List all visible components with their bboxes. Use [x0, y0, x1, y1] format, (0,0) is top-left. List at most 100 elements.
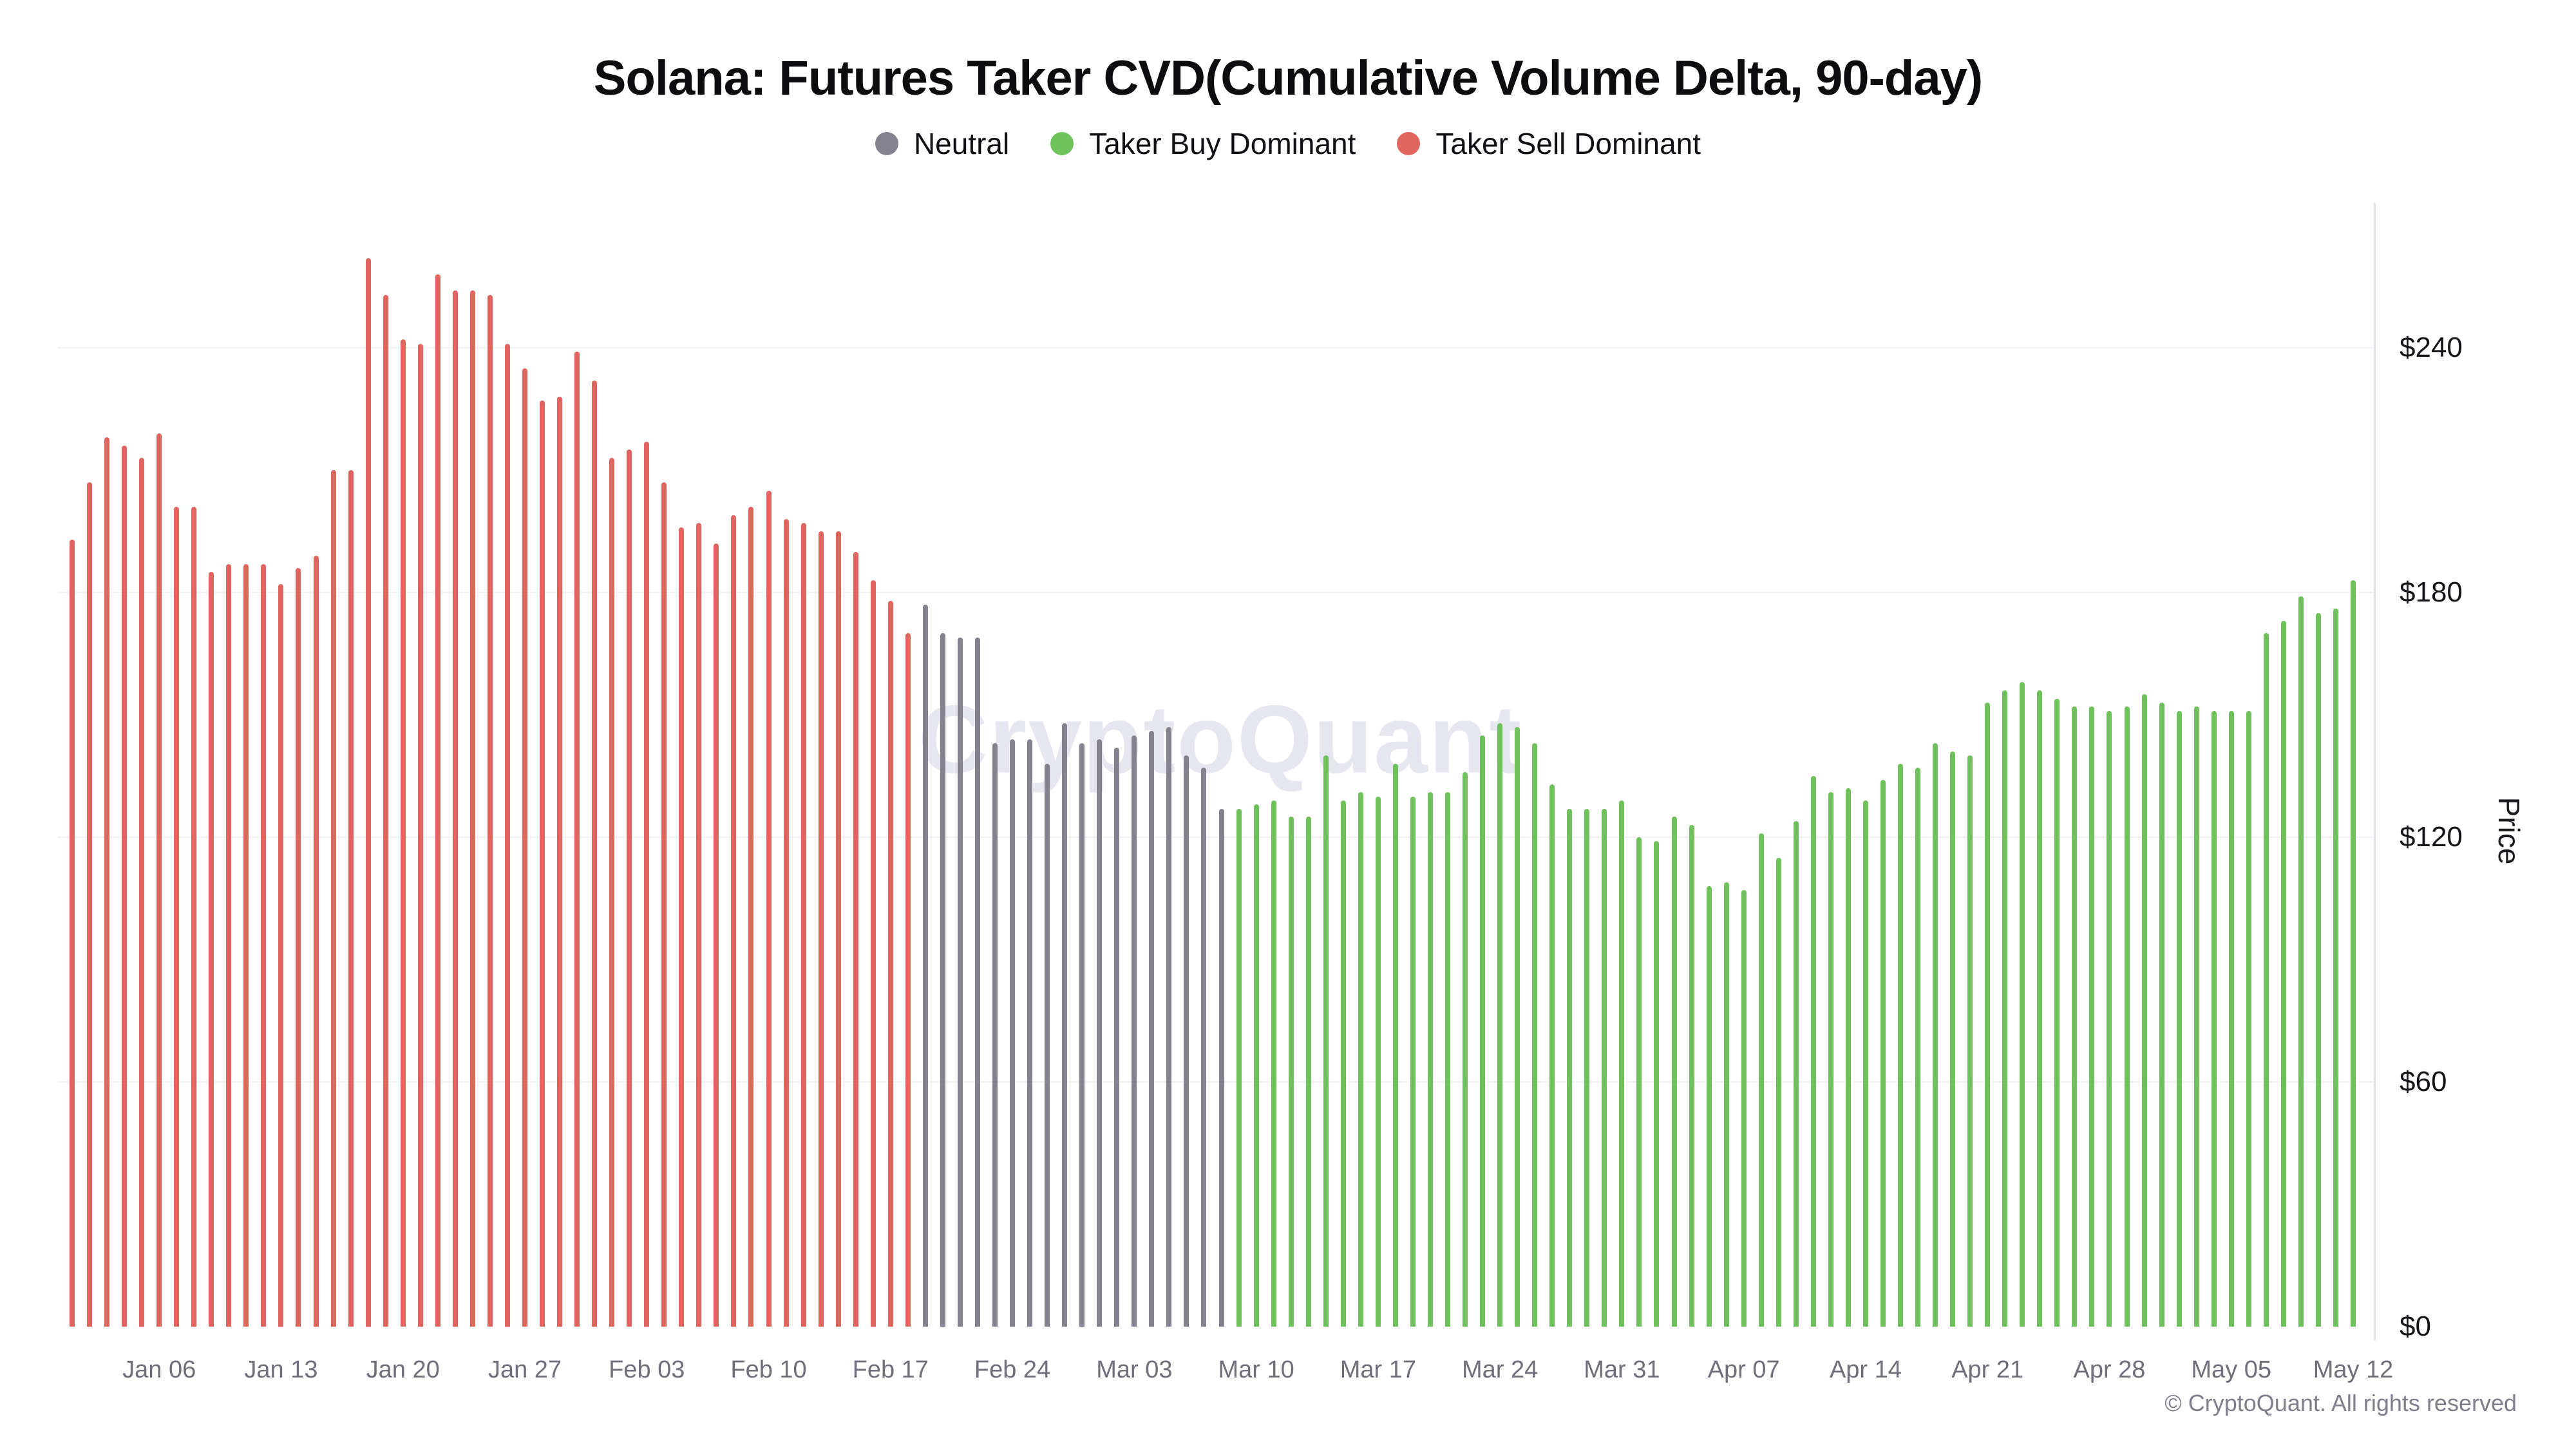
bar-jan-20[interactable] [400, 339, 406, 1327]
bar-mar-3[interactable] [1132, 735, 1137, 1327]
bar-jan-10[interactable] [226, 564, 232, 1327]
bar-feb-22[interactable] [974, 637, 980, 1327]
bar-apr-20[interactable] [1967, 755, 1973, 1327]
bar-mar-4[interactable] [1149, 731, 1155, 1327]
bar-jan-14[interactable] [296, 568, 301, 1327]
bar-mar-27[interactable] [1549, 784, 1555, 1327]
bar-apr-25[interactable] [2054, 698, 2060, 1327]
bar-apr-13[interactable] [1845, 788, 1851, 1327]
bar-mar-25[interactable] [1515, 727, 1520, 1327]
bar-may-4[interactable] [2211, 710, 2217, 1327]
bar-jan-22[interactable] [435, 274, 440, 1327]
bar-apr-2[interactable] [1654, 841, 1660, 1327]
bar-mar-28[interactable] [1567, 808, 1573, 1327]
bar-apr-7[interactable] [1741, 890, 1747, 1327]
bar-mar-8[interactable] [1218, 808, 1224, 1327]
bar-apr-24[interactable] [2037, 690, 2043, 1327]
bar-may-12[interactable] [2351, 580, 2356, 1327]
bar-jan-25[interactable] [487, 294, 493, 1327]
bar-may-9[interactable] [2298, 596, 2304, 1327]
bar-mar-26[interactable] [1532, 743, 1538, 1327]
bar-mar-22[interactable] [1463, 772, 1468, 1327]
bar-jan-13[interactable] [278, 584, 284, 1327]
bar-apr-15[interactable] [1880, 780, 1886, 1327]
bar-feb-16[interactable] [870, 580, 876, 1327]
legend-item-taker-buy[interactable]: Taker Buy Dominant [1050, 126, 1356, 161]
bar-jan-5[interactable] [139, 458, 145, 1327]
bar-apr-11[interactable] [1810, 776, 1816, 1327]
bar-feb-19[interactable] [922, 605, 928, 1327]
bar-mar-15[interactable] [1340, 800, 1346, 1327]
bar-apr-9[interactable] [1776, 857, 1781, 1327]
bar-jan-31[interactable] [592, 380, 598, 1327]
bar-apr-12[interactable] [1828, 792, 1833, 1327]
bar-jan-9[interactable] [209, 572, 214, 1327]
bar-apr-26[interactable] [2072, 706, 2078, 1327]
bar-apr-6[interactable] [1723, 882, 1729, 1327]
bar-may-11[interactable] [2333, 609, 2338, 1327]
bar-may-3[interactable] [2193, 706, 2199, 1327]
bar-feb-24[interactable] [1010, 739, 1016, 1327]
bar-jan-8[interactable] [191, 507, 197, 1327]
bar-mar-19[interactable] [1410, 796, 1416, 1327]
bar-mar-9[interactable] [1236, 808, 1242, 1327]
bar-jan-24[interactable] [469, 290, 475, 1327]
bar-mar-29[interactable] [1584, 808, 1590, 1327]
bar-mar-13[interactable] [1305, 817, 1311, 1327]
bar-mar-6[interactable] [1184, 755, 1189, 1327]
bar-mar-14[interactable] [1323, 755, 1329, 1327]
bar-mar-2[interactable] [1114, 747, 1120, 1327]
bar-feb-3[interactable] [644, 441, 650, 1327]
bar-may-8[interactable] [2280, 621, 2286, 1327]
bar-jan-11[interactable] [243, 564, 249, 1327]
bar-may-1[interactable] [2159, 703, 2164, 1327]
bar-may-10[interactable] [2315, 612, 2321, 1327]
bar-jan-26[interactable] [504, 343, 510, 1327]
bar-jan-27[interactable] [522, 368, 527, 1327]
bar-apr-23[interactable] [2020, 682, 2025, 1327]
bar-jan-23[interactable] [452, 290, 458, 1327]
bar-feb-7[interactable] [714, 544, 719, 1327]
bar-feb-23[interactable] [992, 743, 998, 1327]
bar-feb-13[interactable] [818, 531, 824, 1327]
bar-jan-29[interactable] [557, 397, 563, 1327]
bar-feb-1[interactable] [609, 458, 615, 1327]
bar-may-7[interactable] [2263, 633, 2269, 1327]
bar-apr-30[interactable] [2141, 694, 2147, 1327]
bar-jan-16[interactable] [330, 470, 336, 1327]
bar-may-2[interactable] [2176, 710, 2182, 1327]
bar-mar-30[interactable] [1602, 808, 1607, 1327]
bar-jan-6[interactable] [156, 433, 162, 1327]
bar-jan-3[interactable] [104, 437, 110, 1327]
bar-jan-2[interactable] [87, 482, 93, 1327]
bar-mar-20[interactable] [1427, 792, 1433, 1327]
bar-mar-31[interactable] [1619, 800, 1625, 1327]
bar-feb-27[interactable] [1062, 723, 1068, 1327]
bar-apr-10[interactable] [1793, 820, 1799, 1327]
bar-mar-18[interactable] [1392, 764, 1398, 1327]
bar-feb-28[interactable] [1079, 743, 1085, 1327]
bar-feb-5[interactable] [679, 527, 685, 1327]
bar-mar-1[interactable] [1097, 739, 1103, 1327]
bar-apr-22[interactable] [2002, 690, 2008, 1327]
bar-apr-14[interactable] [1862, 800, 1868, 1327]
bar-jan-18[interactable] [365, 258, 371, 1327]
bar-feb-10[interactable] [766, 490, 772, 1327]
bar-jan-30[interactable] [574, 352, 580, 1327]
bar-mar-7[interactable] [1201, 768, 1207, 1327]
bar-apr-29[interactable] [2124, 706, 2130, 1327]
bar-apr-21[interactable] [1985, 703, 1991, 1327]
bar-feb-21[interactable] [957, 637, 963, 1327]
bar-jan-19[interactable] [383, 294, 388, 1327]
bar-mar-17[interactable] [1375, 796, 1381, 1327]
bar-apr-27[interactable] [2089, 706, 2095, 1327]
bar-feb-6[interactable] [696, 523, 702, 1327]
bar-feb-9[interactable] [748, 507, 754, 1327]
bar-feb-14[interactable] [835, 531, 841, 1327]
bar-apr-17[interactable] [1915, 768, 1921, 1327]
bar-jan-4[interactable] [122, 446, 128, 1327]
bar-apr-4[interactable] [1689, 825, 1694, 1327]
bar-apr-3[interactable] [1671, 817, 1677, 1327]
bar-apr-5[interactable] [1706, 886, 1712, 1327]
bar-may-5[interactable] [2228, 710, 2234, 1327]
